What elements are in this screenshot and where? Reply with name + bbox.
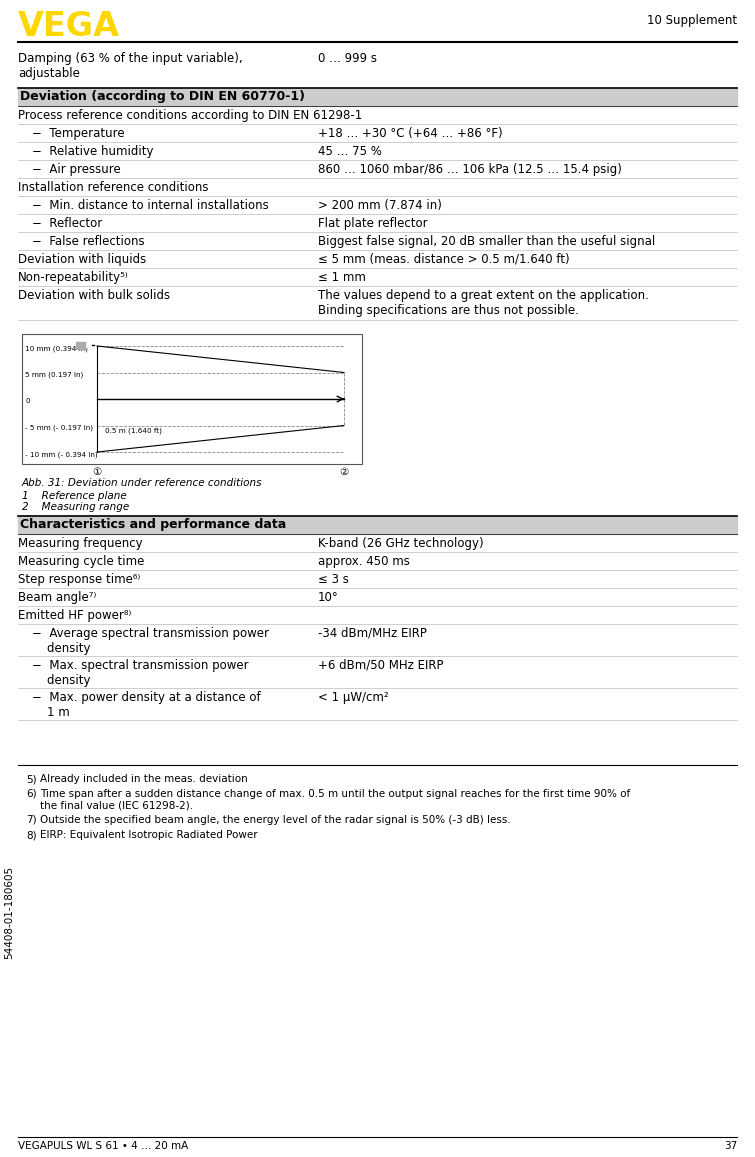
Text: 8): 8) <box>26 830 37 840</box>
Text: > 200 mm (7.874 in): > 200 mm (7.874 in) <box>318 199 442 212</box>
Text: Measuring frequency: Measuring frequency <box>18 537 143 550</box>
Text: Beam angle⁷⁾: Beam angle⁷⁾ <box>18 591 97 604</box>
Text: 54408-01-180605: 54408-01-180605 <box>4 865 14 959</box>
Text: −  Max. power density at a distance of
    1 m: − Max. power density at a distance of 1 … <box>32 691 260 718</box>
Text: 10 mm (0.394 in): 10 mm (0.394 in) <box>25 345 88 352</box>
Bar <box>76 342 86 349</box>
Bar <box>18 516 737 535</box>
Text: VEGA: VEGA <box>18 10 120 43</box>
Text: EIRP: Equivalent Isotropic Radiated Power: EIRP: Equivalent Isotropic Radiated Powe… <box>40 830 257 840</box>
Text: ①: ① <box>92 467 102 477</box>
Text: Installation reference conditions: Installation reference conditions <box>18 180 208 194</box>
Text: −  False reflections: − False reflections <box>32 235 145 248</box>
Text: 37: 37 <box>724 1141 737 1151</box>
Text: Damping (63 % of the input variable),
adjustable: Damping (63 % of the input variable), ad… <box>18 52 242 80</box>
Text: 0.5 m (1.640 ft): 0.5 m (1.640 ft) <box>105 427 162 434</box>
Text: Step response time⁶⁾: Step response time⁶⁾ <box>18 573 140 585</box>
Text: Flat plate reflector: Flat plate reflector <box>318 218 427 230</box>
Text: - 5 mm (- 0.197 in): - 5 mm (- 0.197 in) <box>25 425 93 432</box>
Text: Non-repeatability⁵⁾: Non-repeatability⁵⁾ <box>18 271 129 283</box>
Text: +18 … +30 °C (+64 … +86 °F): +18 … +30 °C (+64 … +86 °F) <box>318 127 503 140</box>
Text: approx. 450 ms: approx. 450 ms <box>318 555 410 568</box>
Text: ≤ 3 s: ≤ 3 s <box>318 573 349 585</box>
Text: −  Relative humidity: − Relative humidity <box>32 145 153 159</box>
Text: Process reference conditions according to DIN EN 61298-1: Process reference conditions according t… <box>18 109 362 121</box>
Text: < 1 μW/cm²: < 1 μW/cm² <box>318 691 389 703</box>
Text: +6 dBm/50 MHz EIRP: +6 dBm/50 MHz EIRP <box>318 659 443 672</box>
Text: Emitted HF power⁸⁾: Emitted HF power⁸⁾ <box>18 609 131 622</box>
Text: 860 … 1060 mbar/86 … 106 kPa (12.5 … 15.4 psig): 860 … 1060 mbar/86 … 106 kPa (12.5 … 15.… <box>318 163 622 176</box>
Text: Abb. 31: Deviation under reference conditions: Abb. 31: Deviation under reference condi… <box>22 478 263 488</box>
Text: −  Max. spectral transmission power
    density: − Max. spectral transmission power densi… <box>32 659 248 687</box>
Text: 10°: 10° <box>318 591 339 604</box>
Text: 10 Supplement: 10 Supplement <box>647 14 737 27</box>
Text: 45 … 75 %: 45 … 75 % <box>318 145 382 159</box>
Text: -34 dBm/MHz EIRP: -34 dBm/MHz EIRP <box>318 627 427 640</box>
Text: Biggest false signal, 20 dB smaller than the useful signal: Biggest false signal, 20 dB smaller than… <box>318 235 655 248</box>
Text: 0: 0 <box>25 398 29 404</box>
Text: 5): 5) <box>26 774 37 784</box>
Text: 2    Measuring range: 2 Measuring range <box>22 502 129 513</box>
Text: The values depend to a great extent on the application.
Binding specifications a: The values depend to a great extent on t… <box>318 289 649 317</box>
Text: Outside the specified beam angle, the energy level of the radar signal is 50% (-: Outside the specified beam angle, the en… <box>40 815 510 825</box>
Text: Deviation (according to DIN EN 60770-1): Deviation (according to DIN EN 60770-1) <box>20 90 305 103</box>
Text: −  Temperature: − Temperature <box>32 127 125 140</box>
Text: K-band (26 GHz technology): K-band (26 GHz technology) <box>318 537 484 550</box>
Text: 6): 6) <box>26 789 37 799</box>
Text: Deviation with liquids: Deviation with liquids <box>18 253 146 266</box>
Text: ②: ② <box>340 467 349 477</box>
Text: Already included in the meas. deviation: Already included in the meas. deviation <box>40 774 248 784</box>
Text: 0 … 999 s: 0 … 999 s <box>318 52 377 65</box>
Text: −  Reflector: − Reflector <box>32 218 102 230</box>
Text: Characteristics and performance data: Characteristics and performance data <box>20 518 286 531</box>
Text: −  Min. distance to internal installations: − Min. distance to internal installation… <box>32 199 269 212</box>
Text: Time span after a sudden distance change of max. 0.5 m until the output signal r: Time span after a sudden distance change… <box>40 789 630 811</box>
Text: 7): 7) <box>26 815 37 825</box>
Text: 5 mm (0.197 in): 5 mm (0.197 in) <box>25 371 83 378</box>
Bar <box>18 88 737 106</box>
Text: ≤ 1 mm: ≤ 1 mm <box>318 271 366 283</box>
Text: VEGAPULS WL S 61 • 4 … 20 mA: VEGAPULS WL S 61 • 4 … 20 mA <box>18 1141 188 1151</box>
Text: Measuring cycle time: Measuring cycle time <box>18 555 144 568</box>
Bar <box>22 334 362 464</box>
Text: ≤ 5 mm (meas. distance > 0.5 m/1.640 ft): ≤ 5 mm (meas. distance > 0.5 m/1.640 ft) <box>318 253 569 266</box>
Text: −  Average spectral transmission power
    density: − Average spectral transmission power de… <box>32 627 269 655</box>
Text: - 10 mm (- 0.394 in): - 10 mm (- 0.394 in) <box>25 451 97 457</box>
Text: Deviation with bulk solids: Deviation with bulk solids <box>18 289 170 302</box>
Bar <box>86 342 91 347</box>
Text: 1    Reference plane: 1 Reference plane <box>22 491 127 501</box>
Text: −  Air pressure: − Air pressure <box>32 163 121 176</box>
